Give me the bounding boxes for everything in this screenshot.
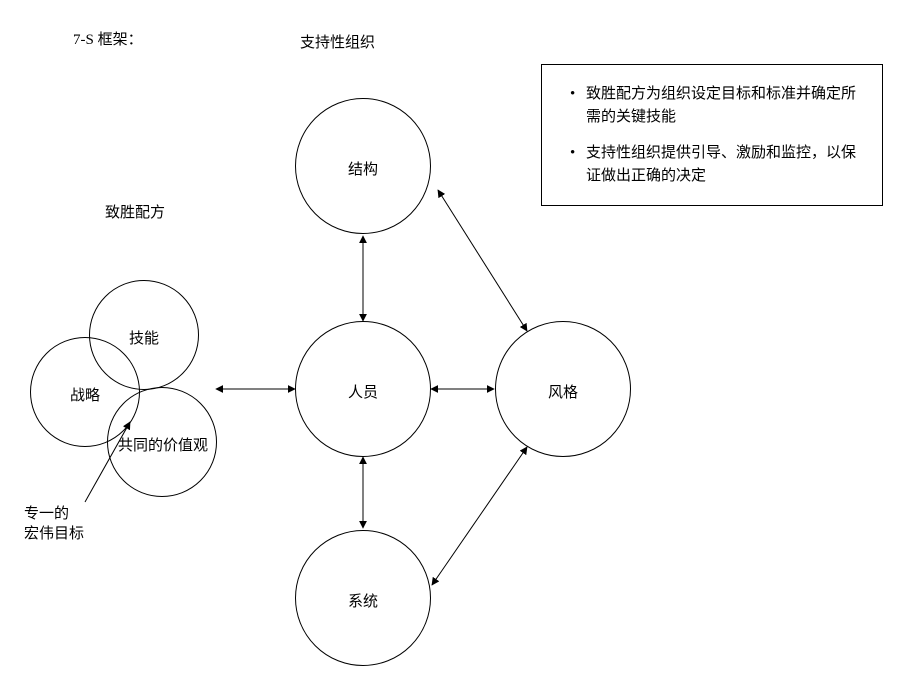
label-shared: 共同的价值观 [118, 434, 208, 455]
label-strategy: 战略 [70, 384, 100, 405]
label-staff: 人员 [348, 381, 378, 402]
arrow-style-structure [438, 190, 527, 331]
label-structure: 结构 [348, 158, 378, 179]
group-label-winning: 致胜配方 [105, 201, 165, 222]
label-skills: 技能 [129, 327, 159, 348]
annotation-goal-line1: 专一的 [24, 502, 69, 523]
note-item: 致胜配方为组织设定目标和标准并确定所需的关键技能 [570, 83, 864, 128]
label-style: 风格 [548, 381, 578, 402]
label-systems: 系统 [348, 590, 378, 611]
annotation-goal-line2: 宏伟目标 [24, 522, 84, 543]
group-label-supporting: 支持性组织 [300, 31, 375, 52]
page-title: 7-S 框架： [73, 28, 143, 49]
note-item: 支持性组织提供引导、激励和监控，以保证做出正确的决定 [570, 142, 864, 187]
note-box: 致胜配方为组织设定目标和标准并确定所需的关键技能 支持性组织提供引导、激励和监控… [541, 64, 883, 206]
arrow-style-systems [432, 447, 527, 585]
